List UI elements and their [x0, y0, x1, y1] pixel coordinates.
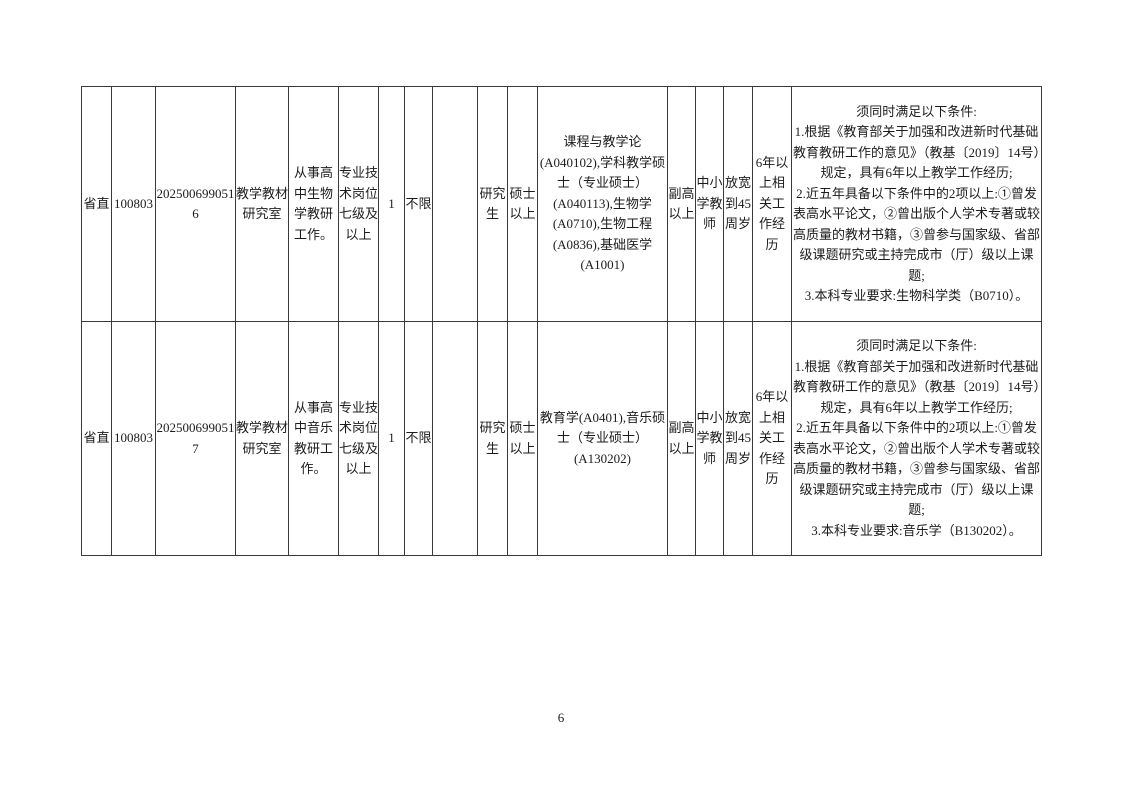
cell-position-code: 2025006990517 [155, 321, 236, 556]
cell-majors: 教育学(A0401),音乐硕士（专业硕士）(A130202) [537, 321, 668, 556]
cell-position-code: 2025006990516 [155, 86, 236, 322]
table-row: 省直 100803 2025006990517 教学教材研究室 从事高中音乐教研… [81, 321, 1042, 556]
page-number: 6 [557, 710, 565, 725]
cell-openings: 1 [378, 86, 405, 322]
cell-department: 教学教材研究室 [235, 321, 289, 556]
cell-unit-code: 100803 [111, 86, 156, 322]
cell-age-limit: 放宽到45周岁 [723, 321, 753, 556]
cell-education: 研究生 [477, 321, 508, 556]
cell-degree: 硕士以上 [507, 321, 538, 556]
cell-blank [432, 86, 478, 322]
cell-experience: 6年以上相关工作经历 [752, 321, 792, 556]
cell-title-requirement: 副高以上 [667, 321, 696, 556]
cell-region: 省直 [81, 86, 112, 322]
table-row: 省直 100803 2025006990516 教学教材研究室 从事高中生物学教… [81, 86, 1042, 322]
cell-openings: 1 [378, 321, 405, 556]
cell-age-limit: 放宽到45周岁 [723, 86, 753, 322]
cell-post-grade: 专业技术岗位七级及以上 [338, 321, 379, 556]
cell-other-requirements: 须同时满足以下条件: 1.根据《教育部关于加强和改进新时代基础教育教研工作的意见… [791, 86, 1042, 322]
cell-duty: 从事高中生物学教研工作。 [288, 86, 339, 322]
cell-certificate: 中小学教师 [695, 321, 724, 556]
cell-duty: 从事高中音乐教研工作。 [288, 321, 339, 556]
cell-limit-none: 不限 [404, 86, 433, 322]
cell-certificate: 中小学教师 [695, 86, 724, 322]
cell-title-requirement: 副高以上 [667, 86, 696, 322]
cell-limit-none: 不限 [404, 321, 433, 556]
recruitment-table: 省直 100803 2025006990516 教学教材研究室 从事高中生物学教… [81, 86, 1042, 556]
cell-blank [432, 321, 478, 556]
cell-majors: 课程与教学论(A040102),学科教学硕士（专业硕士）(A040113),生物… [537, 86, 668, 322]
cell-degree: 硕士以上 [507, 86, 538, 322]
cell-other-requirements: 须同时满足以下条件: 1.根据《教育部关于加强和改进新时代基础教育教研工作的意见… [791, 321, 1042, 556]
cell-post-grade: 专业技术岗位七级及以上 [338, 86, 379, 322]
cell-education: 研究生 [477, 86, 508, 322]
cell-region: 省直 [81, 321, 112, 556]
cell-department: 教学教材研究室 [235, 86, 289, 322]
cell-unit-code: 100803 [111, 321, 156, 556]
cell-experience: 6年以上相关工作经历 [752, 86, 792, 322]
